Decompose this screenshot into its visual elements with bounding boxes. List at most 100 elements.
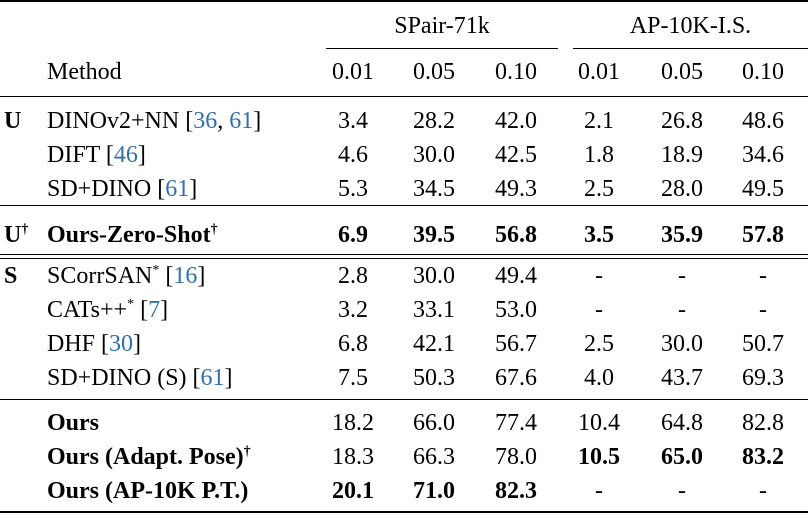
method-name: Ours-Zero-Shot† [47, 222, 218, 248]
table-cell: 39.5 [413, 222, 455, 248]
table-cell: 2.8 [338, 263, 368, 289]
method-name: Ours (AP-10K P.T.) [47, 478, 249, 504]
table-cell: 49.4 [495, 263, 537, 289]
table-cell: 18.3 [332, 444, 374, 470]
citation-link[interactable]: 46 [113, 142, 138, 168]
udag-rule-2 [0, 258, 808, 259]
table-cell: 2.5 [584, 176, 614, 202]
method-name: SD+DINO (S) [61] [47, 365, 233, 391]
header-rule [0, 96, 808, 97]
table-cell: 56.8 [495, 222, 537, 248]
group-header-spair: SPair-71k [394, 13, 490, 39]
section-label-udagger: U† [4, 222, 29, 248]
method-header: Method [47, 59, 122, 85]
table-cell: - [759, 263, 767, 289]
table-cell: 18.9 [661, 142, 703, 168]
table-cell: 3.5 [584, 222, 614, 248]
table-cell: 67.6 [495, 365, 537, 391]
spair-cmidrule [326, 48, 558, 49]
table-cell: 34.6 [742, 142, 784, 168]
table-cell: 3.2 [338, 297, 368, 323]
ap10k-cmidrule [573, 48, 808, 49]
group-header-ap10k: AP-10K-I.S. [629, 13, 752, 39]
method-name: Ours [47, 410, 100, 436]
citation-link[interactable]: 61 [229, 108, 254, 134]
table-cell: 30.0 [661, 331, 703, 357]
table-cell: - [759, 478, 767, 504]
table-cell: 30.0 [413, 263, 455, 289]
table-bottom-rule [0, 511, 808, 513]
citation-link[interactable]: 61 [165, 176, 190, 202]
table-cell: 57.8 [742, 222, 784, 248]
method-name: DINOv2+NN [36, 61] [47, 108, 262, 134]
method-name: SD+DINO [61] [47, 176, 198, 202]
table-cell: 33.1 [413, 297, 455, 323]
table-cell: 42.5 [495, 142, 537, 168]
table-cell: 5.3 [338, 176, 368, 202]
method-name: Ours (Adapt. Pose)† [47, 444, 251, 470]
threshold-header: 0.05 [413, 59, 455, 85]
table-cell: 2.5 [584, 331, 614, 357]
table-cell: 78.0 [495, 444, 537, 470]
table-cell: 49.5 [742, 176, 784, 202]
method-name: SCorrSAN* [16] [47, 263, 206, 289]
table-cell: 3.4 [338, 108, 368, 134]
method-name: DIFT [46] [47, 142, 146, 168]
table-cell: 35.9 [661, 222, 703, 248]
citation-link[interactable]: 7 [148, 297, 161, 323]
table-cell: 66.3 [413, 444, 455, 470]
table-cell: - [595, 297, 603, 323]
table-cell: 64.8 [661, 410, 703, 436]
table-cell: 71.0 [413, 478, 455, 504]
table-cell: 83.2 [742, 444, 784, 470]
table-cell: 4.0 [584, 365, 614, 391]
threshold-header: 0.05 [661, 59, 703, 85]
citation-link[interactable]: 16 [173, 263, 198, 289]
table-cell: 82.8 [742, 410, 784, 436]
table-cell: - [678, 478, 686, 504]
table-cell: 26.8 [661, 108, 703, 134]
s-section-rule [0, 399, 808, 400]
table-cell: 2.1 [584, 108, 614, 134]
table-cell: 53.0 [495, 297, 537, 323]
table-cell: 66.0 [413, 410, 455, 436]
table-cell: 77.4 [495, 410, 537, 436]
table-cell: 65.0 [661, 444, 703, 470]
threshold-header: 0.01 [332, 59, 374, 85]
table-cell: 34.5 [413, 176, 455, 202]
udag-rule-1 [0, 254, 808, 255]
threshold-header: 0.10 [495, 59, 537, 85]
table-cell: 42.1 [413, 331, 455, 357]
table-cell: 18.2 [332, 410, 374, 436]
table-cell: 43.7 [661, 365, 703, 391]
table-top-rule [0, 0, 808, 2]
table-cell: - [678, 263, 686, 289]
citation-link[interactable]: 36 [193, 108, 218, 134]
table-cell: 10.5 [578, 444, 620, 470]
table-cell: - [595, 263, 603, 289]
table-cell: 4.6 [338, 142, 368, 168]
table-cell: 10.4 [578, 410, 620, 436]
u-section-rule [0, 205, 808, 206]
table-cell: 50.3 [413, 365, 455, 391]
table-cell: 6.9 [338, 222, 368, 248]
section-label-u: U [4, 108, 22, 134]
table-cell: 82.3 [495, 478, 537, 504]
threshold-header: 0.01 [578, 59, 620, 85]
table-cell: 50.7 [742, 331, 784, 357]
table-cell: 7.5 [338, 365, 368, 391]
table-cell: 28.2 [413, 108, 455, 134]
table-cell: 69.3 [742, 365, 784, 391]
table-cell: 6.8 [338, 331, 368, 357]
table-cell: 48.6 [742, 108, 784, 134]
table-cell: 28.0 [661, 176, 703, 202]
citation-link[interactable]: 61 [200, 365, 225, 391]
table-cell: 1.8 [584, 142, 614, 168]
citation-link[interactable]: 30 [109, 331, 134, 357]
table-cell: - [595, 478, 603, 504]
table-cell: 42.0 [495, 108, 537, 134]
table-cell: - [759, 297, 767, 323]
method-name: CATs++* [7] [47, 297, 169, 323]
table-cell: 20.1 [332, 478, 374, 504]
table-cell: 56.7 [495, 331, 537, 357]
